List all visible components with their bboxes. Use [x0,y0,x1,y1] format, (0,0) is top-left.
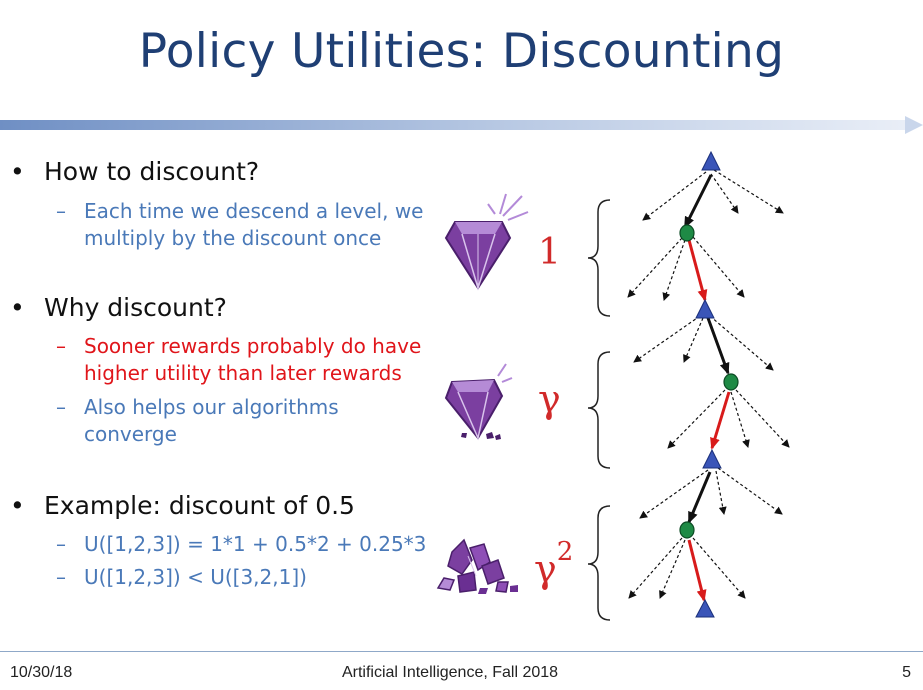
chipped-gem-icon [444,363,513,441]
tree-level-2 [633,315,790,449]
bullet-list: • How to discount? – Each time we descend… [0,0,460,650]
chance-node [679,224,695,242]
bullet-text: Example: discount of 0.5 [44,491,355,520]
sub-bullet-line: U([1,2,3]) < U([3,2,1]) [84,565,307,589]
tree-level-1 [627,169,784,301]
policy-edge [683,174,713,229]
sub-bullet-dash: – [56,334,66,358]
chance-edge [710,391,731,450]
slide-title: Policy Utilities: Discounting [138,24,785,79]
sub-bullet-line: U([1,2,3]) = 1*1 + 0.5*2 + 0.25*3 [84,532,427,556]
bullet-text: Why discount? [44,293,227,322]
max-node [695,598,715,618]
sub-bullet-utility-compare: – U([1,2,3]) < U([3,2,1]) [56,564,456,591]
sub-bullet-dash: – [56,532,66,556]
sub-bullet-line: Also helps our algorithms [84,395,339,419]
factor-level-3-exp: 2 [557,537,574,567]
shattered-gem-icon [436,538,518,594]
bullet-text: How to discount? [44,157,260,186]
max-node [702,448,722,469]
sub-bullet-descend-level: – Each time we descend a level, we multi… [56,198,456,252]
footer-course: Artificial Intelligence, Fall 2018 [341,664,559,681]
tree-level-3 [628,467,783,599]
factor-level-3: γ2 [534,537,573,591]
sub-bullet-line: higher utility than later rewards [84,361,402,385]
brace-level-2 [587,351,611,469]
sub-bullet-algorithms-converge: – Also helps our algorithms converge [56,394,456,448]
intact-gem-icon [444,193,529,291]
chance-edge [687,239,708,302]
chance-edge [687,539,707,602]
chance-node [723,373,739,391]
policy-edge [706,317,730,375]
sub-bullet-line: multiply by the discount once [84,226,382,250]
bullet-glyph: • [10,157,25,186]
policy-edge [687,471,712,524]
factor-level-2: γ [538,377,561,421]
sub-bullet-dash: – [56,395,66,419]
discount-tree-figure: 1 γ γ2 [436,150,790,621]
bullet-example: • Example: discount of 0.5 [10,491,355,520]
bullet-glyph: • [10,491,25,520]
sub-bullet-dash: – [56,565,66,589]
sub-bullet-line: Each time we descend a level, we [84,199,424,223]
brace-level-1 [587,199,611,317]
footer-page-number: 5 [902,664,911,681]
footer-divider [0,651,923,652]
max-node [701,150,721,171]
factor-level-3-base: γ [534,547,557,591]
footer-date: 10/30/18 [10,664,73,681]
bullet-glyph: • [10,293,25,322]
max-node [695,298,715,319]
sub-bullet-line: Sooner rewards probably do have [84,334,422,358]
sub-bullet-line-with-cursor: converge [56,421,456,448]
sub-bullet-utility-formula: – U([1,2,3]) = 1*1 + 0.5*2 + 0.25*3 [56,531,456,558]
factor-level-1: 1 [538,232,561,273]
chance-node [679,521,695,539]
bullet-why-discount: • Why discount? [10,293,227,322]
sub-bullet-sooner-rewards: – Sooner rewards probably do have higher… [56,333,456,387]
bullet-how-to-discount: • How to discount? [10,157,259,186]
sub-bullet-dash: – [56,199,66,223]
sub-bullet-line: converge [84,422,177,446]
brace-level-3 [587,505,611,621]
title-divider-arrow [0,116,923,134]
